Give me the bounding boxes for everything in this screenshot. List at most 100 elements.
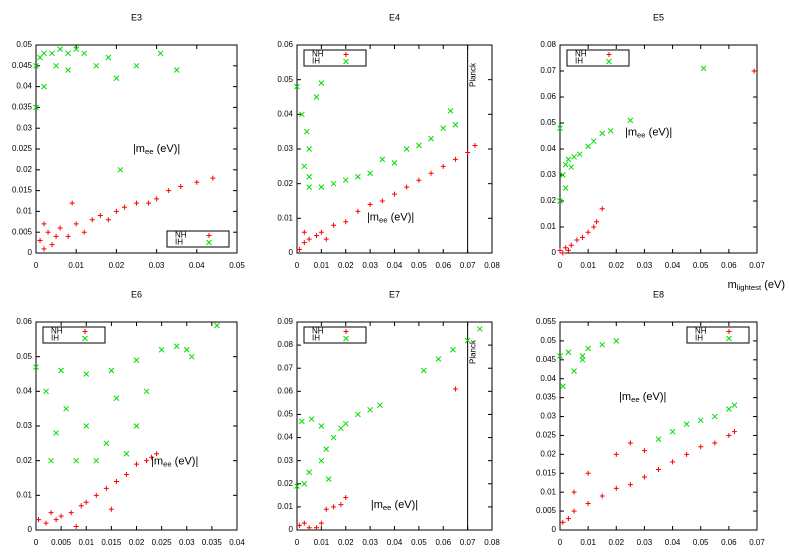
point bbox=[330, 180, 337, 187]
point bbox=[73, 46, 80, 53]
y-tick-label: 0.03 bbox=[540, 412, 556, 421]
point bbox=[342, 177, 349, 184]
point bbox=[303, 128, 310, 135]
point bbox=[157, 50, 164, 57]
point bbox=[343, 495, 349, 501]
y-tick-label: 0.015 bbox=[536, 468, 557, 477]
point bbox=[53, 430, 59, 436]
point bbox=[599, 130, 606, 137]
point bbox=[338, 502, 344, 508]
point bbox=[318, 457, 325, 464]
y-tick-label: 0.08 bbox=[540, 40, 556, 49]
point bbox=[81, 50, 88, 57]
point bbox=[565, 156, 572, 163]
legend-label: IH bbox=[695, 334, 703, 343]
chart-title: E4 bbox=[389, 12, 400, 22]
point bbox=[726, 406, 732, 412]
point bbox=[78, 503, 84, 509]
x-tick-label: 0.06 bbox=[435, 261, 451, 270]
y-tick-label: 0.06 bbox=[540, 92, 556, 101]
point bbox=[560, 519, 566, 525]
label-part: (eV)| bbox=[646, 126, 673, 138]
legend-box bbox=[686, 326, 750, 344]
point bbox=[48, 510, 54, 516]
point bbox=[585, 501, 591, 507]
point bbox=[133, 423, 140, 429]
label-subscript: ee bbox=[145, 147, 154, 156]
point bbox=[607, 127, 614, 134]
legend-marker bbox=[606, 58, 612, 65]
y-tick-label: 0.03 bbox=[277, 456, 293, 465]
point bbox=[133, 357, 140, 363]
point bbox=[585, 470, 591, 476]
y-tick-label: 0.01 bbox=[540, 222, 556, 231]
y-tick-label: 0 bbox=[28, 525, 33, 534]
legend-box bbox=[303, 49, 367, 67]
point bbox=[134, 461, 139, 467]
x-tick-label: 0.04 bbox=[665, 261, 681, 270]
point bbox=[656, 466, 661, 472]
point bbox=[149, 454, 155, 460]
x-tick-label: 0.03 bbox=[149, 261, 165, 270]
x-tick-label: 0.05 bbox=[693, 538, 709, 547]
point bbox=[557, 198, 563, 204]
point bbox=[379, 198, 385, 204]
plot-frame bbox=[559, 321, 758, 531]
legend-label: IH bbox=[312, 57, 320, 66]
y-tick-label: 0.01 bbox=[540, 487, 556, 496]
point bbox=[568, 242, 574, 248]
point bbox=[166, 188, 172, 194]
point bbox=[188, 353, 195, 360]
y-tick-label: 0.05 bbox=[277, 410, 293, 419]
legend-label: IH bbox=[51, 334, 59, 343]
point bbox=[73, 457, 80, 464]
point bbox=[306, 236, 312, 242]
label: |mee (eV)| bbox=[367, 212, 414, 225]
y-tick-label: 0 bbox=[552, 525, 557, 534]
point bbox=[571, 368, 577, 375]
point bbox=[306, 525, 312, 531]
point bbox=[144, 458, 150, 464]
x-tick-label: 0.04 bbox=[229, 538, 245, 547]
y-tick-label: 0.06 bbox=[277, 386, 293, 395]
point bbox=[93, 62, 100, 69]
point bbox=[48, 457, 54, 464]
point bbox=[183, 346, 190, 353]
legend-marker bbox=[726, 335, 732, 342]
point bbox=[63, 405, 70, 412]
label-subscript: lightest bbox=[737, 283, 762, 292]
point bbox=[590, 138, 597, 145]
point bbox=[557, 125, 563, 132]
label-subscript: ee bbox=[637, 130, 646, 139]
point bbox=[154, 451, 160, 457]
x-tick-label: 0.02 bbox=[109, 261, 125, 270]
x-tick-label: 0.01 bbox=[314, 538, 330, 547]
point bbox=[416, 177, 422, 183]
point bbox=[301, 480, 308, 487]
label-part: |m bbox=[133, 143, 145, 155]
point bbox=[731, 429, 737, 435]
point bbox=[377, 402, 383, 409]
point bbox=[296, 247, 302, 253]
point bbox=[314, 525, 319, 531]
x-tick-label: 0.02 bbox=[338, 538, 354, 547]
point bbox=[428, 170, 434, 176]
legend-label: NH bbox=[312, 50, 324, 59]
x-tick-label: 0.005 bbox=[51, 538, 72, 547]
legend-label: NH bbox=[695, 327, 707, 336]
x-tick-label: 0.015 bbox=[101, 538, 122, 547]
point bbox=[103, 440, 110, 447]
point bbox=[565, 516, 571, 522]
legend-label: NH bbox=[51, 327, 63, 336]
point bbox=[574, 237, 580, 243]
point bbox=[73, 524, 79, 530]
point bbox=[41, 50, 47, 57]
y-tick-label: 0.04 bbox=[277, 433, 293, 442]
point bbox=[563, 245, 569, 251]
x-tick-label: 0 bbox=[295, 538, 300, 547]
point bbox=[472, 143, 478, 149]
point bbox=[318, 520, 324, 526]
point bbox=[173, 343, 180, 350]
point bbox=[571, 489, 577, 495]
y-tick-label: 0 bbox=[552, 248, 557, 257]
